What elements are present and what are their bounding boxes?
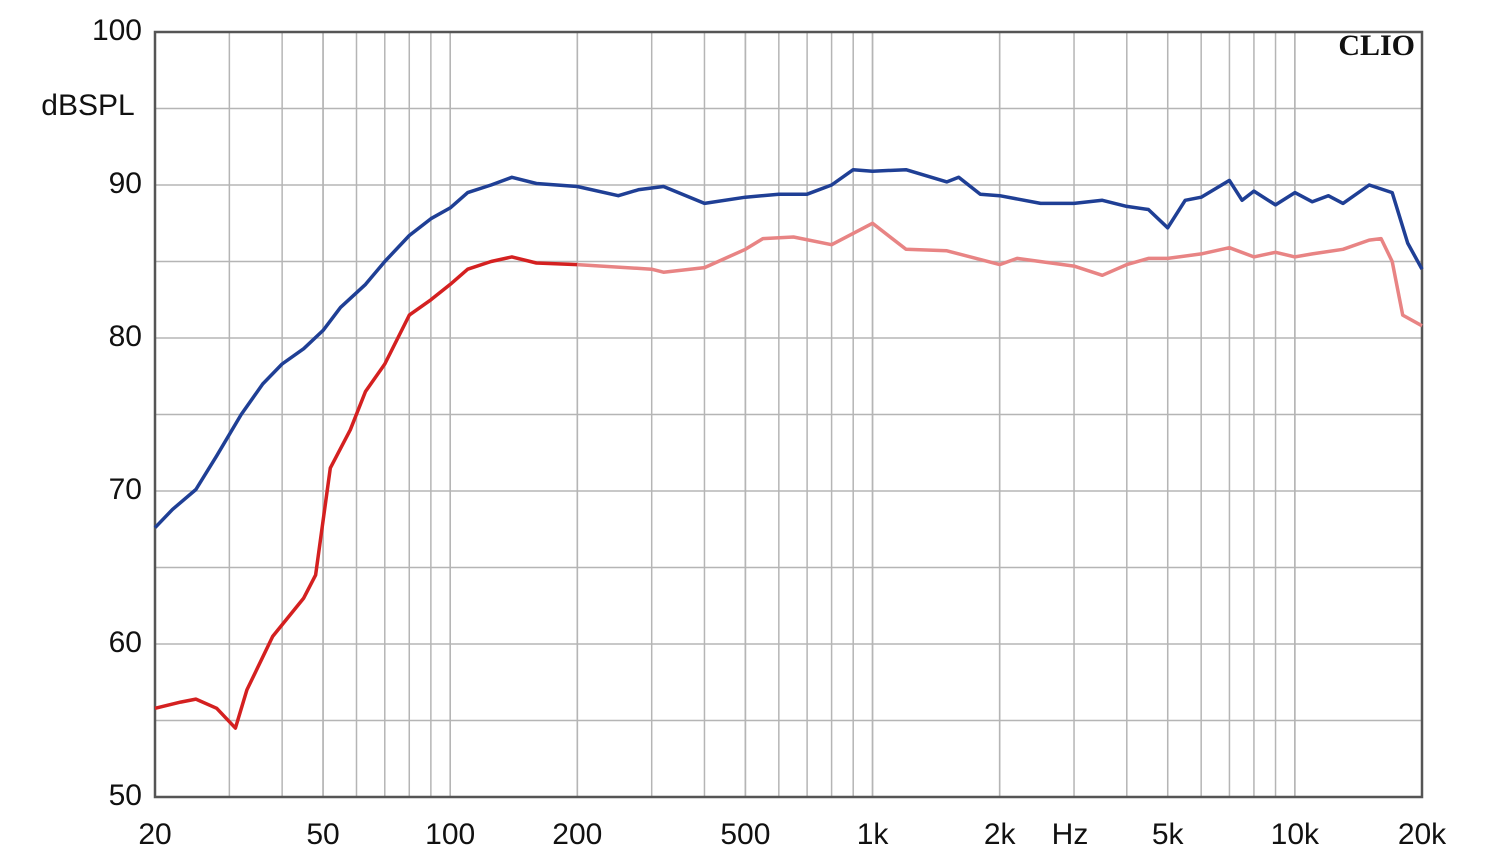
- x-tick-label: 50: [306, 818, 339, 851]
- x-tick-label: 1k: [857, 818, 890, 851]
- x-tick-label: 500: [720, 818, 770, 851]
- x-axis-label: Hz: [1052, 818, 1089, 851]
- series-line: [577, 221, 1423, 328]
- plot-frame: [153, 30, 1424, 799]
- y-tick-label: 50: [109, 779, 142, 812]
- x-tick-label: 200: [552, 818, 602, 851]
- annotation: CLIO: [1338, 29, 1415, 62]
- x-tick-label: 20k: [1398, 818, 1447, 851]
- y-axis-label: dBSPL: [41, 89, 134, 122]
- y-tick-label: 90: [109, 167, 142, 200]
- x-tick-label: 10k: [1271, 818, 1320, 851]
- y-tick-label: 70: [109, 473, 142, 506]
- series-line: [154, 255, 578, 730]
- x-tick-label: 100: [425, 818, 475, 851]
- series-line: [153, 167, 1424, 529]
- y-tick-label: 100: [92, 14, 142, 47]
- y-tick-label: 60: [109, 626, 142, 659]
- x-tick-label: 2k: [984, 818, 1017, 851]
- x-tick-label: 20: [138, 818, 171, 851]
- x-tick-label: 5k: [1152, 818, 1185, 851]
- y-tick-label: 80: [109, 320, 142, 353]
